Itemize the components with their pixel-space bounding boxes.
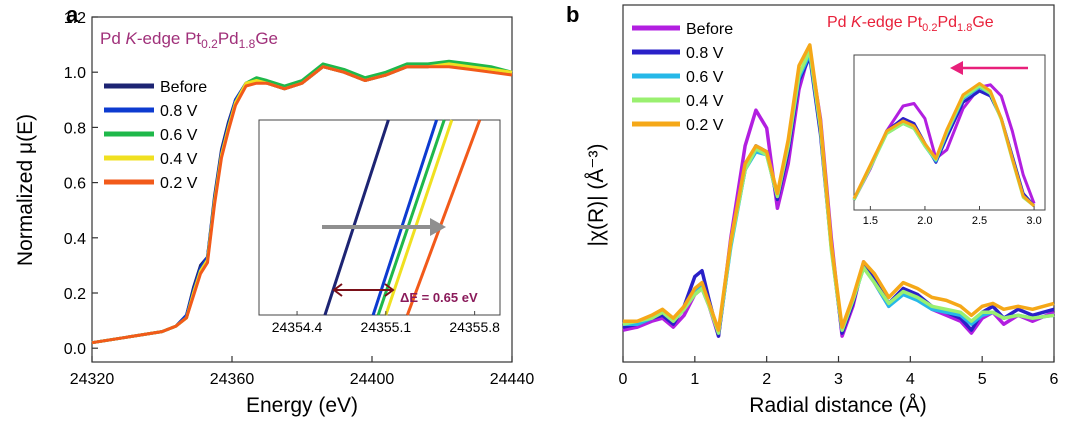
panel-a-legend: Before 0.8 V 0.6 V 0.4 V 0.2 V [104, 79, 207, 192]
panel-b-inset-xtick-label: 2.5 [972, 215, 987, 227]
panel-a-inset-series-line [384, 119, 454, 316]
panel-b-inset-xtick-label: 2.0 [917, 215, 932, 227]
panel-b-xtick-label: 4 [906, 371, 915, 388]
panel-a-shift-arrowhead [430, 218, 446, 236]
panel-a-inset-xtick-label: 24354.4 [272, 319, 323, 335]
panel-a-series [91, 59, 513, 345]
panel-b-series [622, 43, 1055, 338]
panel-b-legend-label: Before [686, 21, 733, 38]
panel-b-legend-label: 0.4 V [686, 93, 724, 110]
panel-a-ytick-label: 0.2 [64, 286, 86, 303]
panel-a-xtick-label: 24320 [70, 371, 115, 388]
panel-a-ylabel: Normalized μ(E) [14, 114, 37, 266]
panel-b-legend-label: 0.2 V [686, 117, 724, 134]
panel-b-inset: 1.5 2.0 2.5 3.0 [852, 82, 1042, 227]
panel-b-xtick-label: 3 [834, 371, 843, 388]
panel-a-xtick-label: 24360 [210, 371, 255, 388]
panel-a-legend-label: 0.2 V [160, 175, 198, 192]
panel-a: a 0.00.20.40.60.81.01.2 24320 24360 24400 2… [14, 2, 534, 417]
panel-b-inset-series-line [852, 82, 1036, 208]
panel-b-xtick-label: 0 [619, 371, 628, 388]
panel-a-delta-arrow-right-head [384, 283, 395, 297]
panel-a-legend-label: Before [160, 79, 207, 96]
panel-a-inset-series-line [371, 119, 439, 316]
panel-a-inset-series-line [323, 119, 390, 316]
panel-a-xticks: 24320 24360 24400 24440 [70, 356, 535, 388]
panel-b-legend-label: 0.6 V [686, 69, 724, 86]
panel-b-xticks: 0 1 2 3 4 5 6 [619, 356, 1059, 388]
panel-b-title: Pd K-edge Pt0.2Pd1.8Ge [827, 14, 994, 34]
panel-a-yticks: 0.0 0.2 0.4 0.6 0.8 1.0 1.2 [64, 10, 98, 358]
panel-a-inset-annotation: ΔE = 0.65 eV [400, 290, 478, 305]
panel-b-inset-shift-arrowhead [950, 61, 963, 75]
panel-a-xtick-label: 24440 [490, 371, 535, 388]
panel-a-ytick-label: 0.6 [64, 176, 86, 193]
panel-b-xtick-label: 6 [1050, 371, 1059, 388]
panel-a-ytick-label: 1.0 [64, 65, 86, 82]
panel-a-ytick-label: 0.0 [64, 341, 86, 358]
panel-a-legend-label: 0.4 V [160, 151, 198, 168]
panel-b: b 0 1 2 3 4 5 6 Radial distance (Å) |χ(R)| (Å⁻… [566, 2, 1059, 417]
panel-a-inset-xtick-label: 24355.1 [361, 319, 412, 335]
panel-b-legend-label: 0.8 V [686, 45, 724, 62]
panel-b-xtick-label: 5 [978, 371, 987, 388]
panel-a-xtick-label: 24400 [350, 371, 395, 388]
panel-b-legend: Before 0.8 V 0.6 V 0.4 V 0.2 V [632, 21, 733, 134]
panel-a-title: Pd K-edge Pt0.2Pd1.8Ge [100, 29, 278, 51]
panel-b-series-line [623, 43, 1055, 332]
panel-a-inset-xtick-label: 24355.8 [449, 319, 500, 335]
panel-a-inset: 24354.4 24355.1 24355.8 [272, 119, 500, 335]
panel-a-inset-series-line [376, 119, 446, 316]
panel-a-delta-arrow-left-head [332, 283, 343, 297]
panel-a-ytick-label: 0.4 [64, 231, 86, 248]
panel-a-inset-series-line [405, 119, 482, 316]
panel-a-series-line [91, 65, 513, 345]
panel-b-inset-xtick-label: 3.0 [1026, 215, 1041, 227]
panel-a-xlabel: Energy (eV) [246, 394, 358, 417]
panel-a-ytick-label: 0.8 [64, 120, 86, 137]
panel-a-frame [91, 16, 513, 363]
panel-a-legend-label: 0.6 V [160, 127, 198, 144]
panel-b-xtick-label: 1 [690, 371, 699, 388]
panel-b-inset-series-line [852, 83, 1036, 205]
panel-a-legend-label: 0.8 V [160, 103, 198, 120]
panel-a-ytick-label: 1.2 [64, 10, 86, 27]
panel-b-inset-xtick-label: 1.5 [863, 215, 878, 227]
panel-b-ylabel: |χ(R)| (Å⁻³) [585, 144, 608, 247]
panel-b-letter: b [566, 2, 579, 27]
panel-b-xtick-label: 2 [762, 371, 771, 388]
panel-b-xlabel: Radial distance (Å) [749, 394, 926, 417]
panel-a-letter: a [66, 2, 79, 27]
panel-a-inset-frame [258, 119, 501, 316]
